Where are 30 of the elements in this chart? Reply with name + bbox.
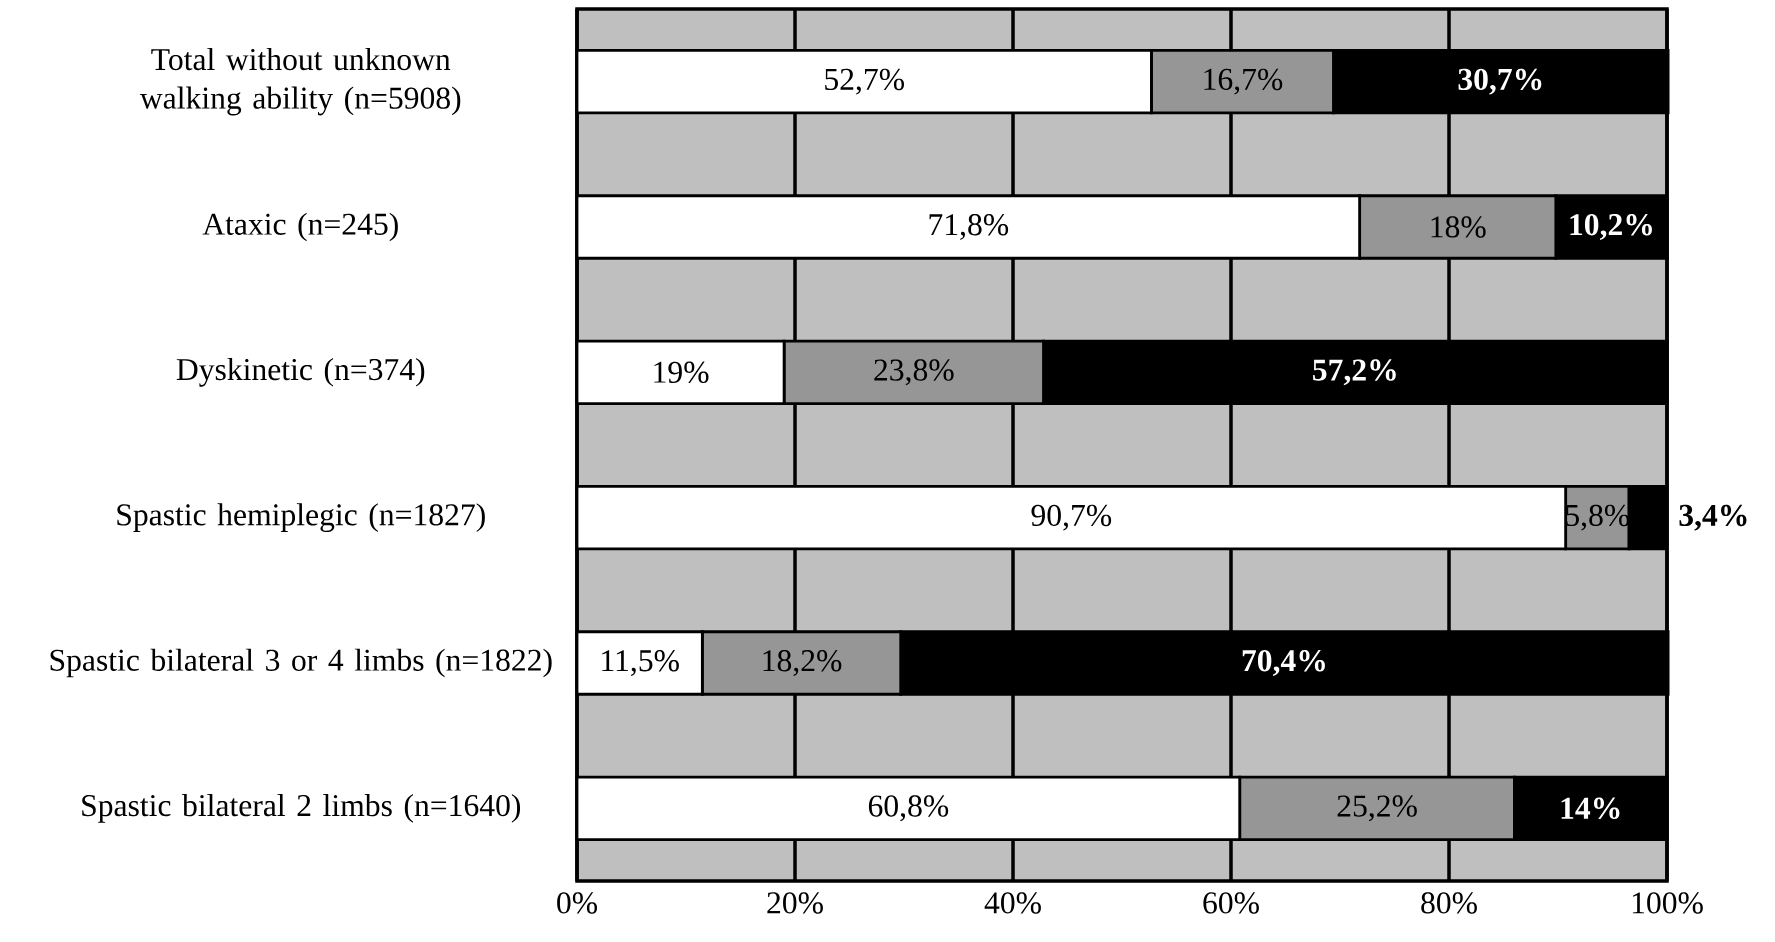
data-label: 30,7% xyxy=(1458,68,1542,95)
data-label: 70,4% xyxy=(1242,650,1325,676)
x-tick-label: 40% xyxy=(984,892,1041,914)
y-tick-label: Spastic bilateral 3 or 4 limbs (n=1822) xyxy=(50,648,552,678)
x-tick-label: 60% xyxy=(1203,892,1259,914)
data-label: 57,2% xyxy=(1313,359,1396,386)
y-tick-label: Spastic bilateral 2 limbs (n=1640) xyxy=(82,794,521,823)
data-label: 52,7% xyxy=(825,68,905,95)
data-label: 23,8% xyxy=(874,359,954,386)
data-label: 19% xyxy=(654,361,709,384)
x-tick-label: 100% xyxy=(1632,892,1703,914)
y-tick-label: Dyskinetic (n=374) xyxy=(176,357,425,387)
data-label: 3,4% xyxy=(1679,504,1747,531)
data-label: 18% xyxy=(1431,216,1486,238)
data-label: 25,2% xyxy=(1337,795,1417,822)
x-tick-label: 20% xyxy=(767,892,823,914)
y-tick-label: Ataxic (n=245) xyxy=(202,212,398,242)
data-label: 16,7% xyxy=(1204,68,1283,95)
data-label: 10,2% xyxy=(1570,213,1652,240)
x-tick-label: 80% xyxy=(1421,892,1477,914)
data-label: 71,8% xyxy=(929,214,1009,240)
data-label: 60,8% xyxy=(868,795,949,822)
data-label: 14% xyxy=(1561,797,1620,820)
data-label: 90,7% xyxy=(1031,504,1112,531)
data-label: 11,5% xyxy=(602,650,679,676)
y-tick-label: Spastic hemiplegic (n=1827) xyxy=(117,503,485,533)
data-label: 5,8% xyxy=(1566,504,1630,531)
data-label: 18,2% xyxy=(763,650,842,676)
y-tick-label: Total without unknown walking ability (n=5908) xyxy=(139,47,461,116)
x-tick-label: 0% xyxy=(557,892,598,914)
